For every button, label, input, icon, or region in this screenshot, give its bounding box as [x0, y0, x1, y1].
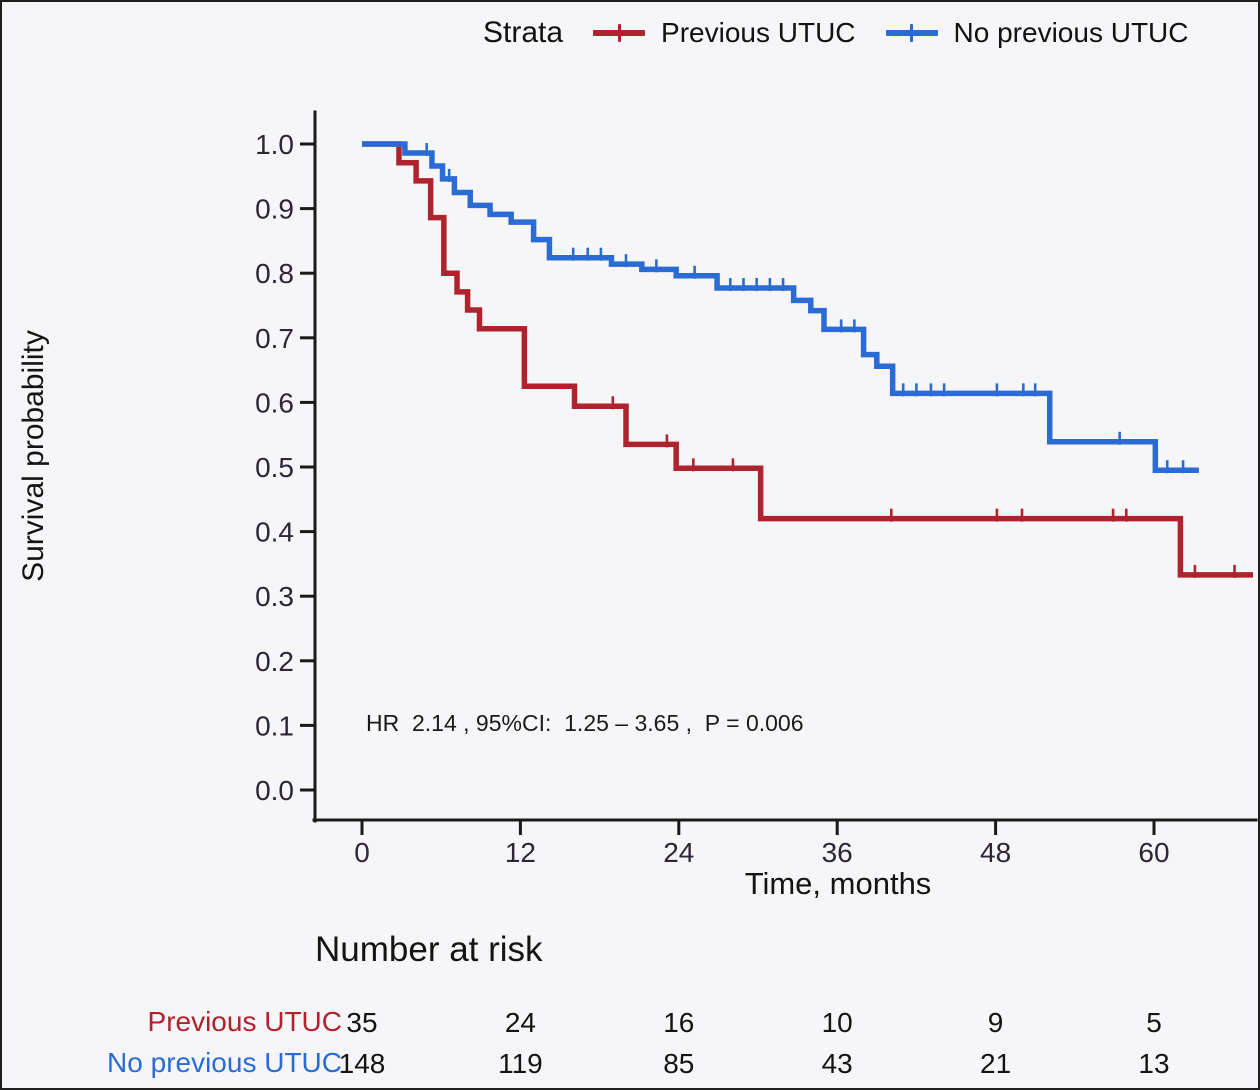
legend-item-previous-utuc: Previous UTUC [593, 17, 856, 49]
risk-count: 13 [1138, 1048, 1169, 1079]
y-ticks: 0.0 0.1 0.2 0.3 0.4 0.5 0.6 0.7 0.8 0.9 1.0 [255, 129, 314, 806]
x-tick-label: 48 [980, 837, 1011, 868]
series-no-previous-utuc [362, 141, 1199, 474]
risk-count: 5 [1146, 1007, 1162, 1038]
y-tick-label: 0.7 [255, 323, 294, 354]
y-tick-label: 0.9 [255, 194, 294, 225]
y-tick-label: 1.0 [255, 129, 294, 160]
x-ticks: 0 12 24 36 48 60 [354, 821, 1170, 868]
censor-marks [611, 396, 1236, 578]
legend: Strata Previous UTUC No previous UTUC [483, 16, 1188, 50]
x-tick-label: 24 [663, 837, 694, 868]
legend-label-previous-utuc: Previous UTUC [661, 17, 856, 48]
x-tick-label: 0 [354, 837, 370, 868]
risk-row-label-previous-utuc: Previous UTUC [147, 1006, 342, 1037]
y-tick-label: 0.0 [255, 775, 294, 806]
y-tick-label: 0.5 [255, 452, 294, 483]
legend-title: Strata [483, 16, 564, 49]
risk-row-0: 35 24 16 10 9 5 [346, 1007, 1161, 1038]
legend-key-previous-utuc-icon [593, 24, 646, 42]
risk-count: 9 [988, 1007, 1004, 1038]
x-axis-title: Time, months [744, 866, 932, 901]
risk-count: 43 [822, 1048, 853, 1079]
y-tick-label: 0.6 [255, 387, 294, 418]
y-tick-label: 0.3 [255, 581, 294, 612]
legend-label-no-previous-utuc: No previous UTUC [953, 17, 1189, 48]
risk-count: 85 [663, 1048, 694, 1079]
y-tick-label: 0.2 [255, 646, 294, 677]
risk-count: 16 [663, 1007, 694, 1038]
hr-annotation: HR 2.14 , 95%CI: 1.25 – 3.65 , P = 0.006 [366, 710, 804, 736]
x-tick-label: 36 [822, 837, 853, 868]
x-tick-label: 12 [505, 837, 536, 868]
risk-table-title: Number at risk [315, 930, 543, 969]
risk-count: 10 [822, 1007, 853, 1038]
y-tick-label: 0.8 [255, 258, 294, 289]
risk-table-numbers: 35 24 16 10 9 5 148 119 85 43 21 13 [339, 1007, 1170, 1079]
y-tick-label: 0.4 [255, 517, 294, 548]
risk-count: 24 [505, 1007, 536, 1038]
legend-key-no-previous-utuc-icon [885, 24, 938, 42]
risk-count: 35 [346, 1007, 377, 1038]
series-previous-utuc [362, 141, 1253, 578]
risk-row-1: 148 119 85 43 21 13 [339, 1048, 1170, 1079]
risk-count: 148 [339, 1048, 386, 1079]
survival-curve [362, 141, 1199, 473]
risk-count: 21 [980, 1048, 1011, 1079]
x-tick-label: 60 [1138, 837, 1169, 868]
survival-curve [362, 141, 1253, 578]
legend-item-no-previous-utuc: No previous UTUC [885, 17, 1189, 49]
censor-marks [425, 143, 1185, 474]
y-tick-label: 0.1 [255, 710, 294, 741]
risk-row-label-no-previous-utuc: No previous UTUC [107, 1047, 342, 1078]
risk-count: 119 [498, 1048, 543, 1079]
axes [312, 110, 1258, 823]
